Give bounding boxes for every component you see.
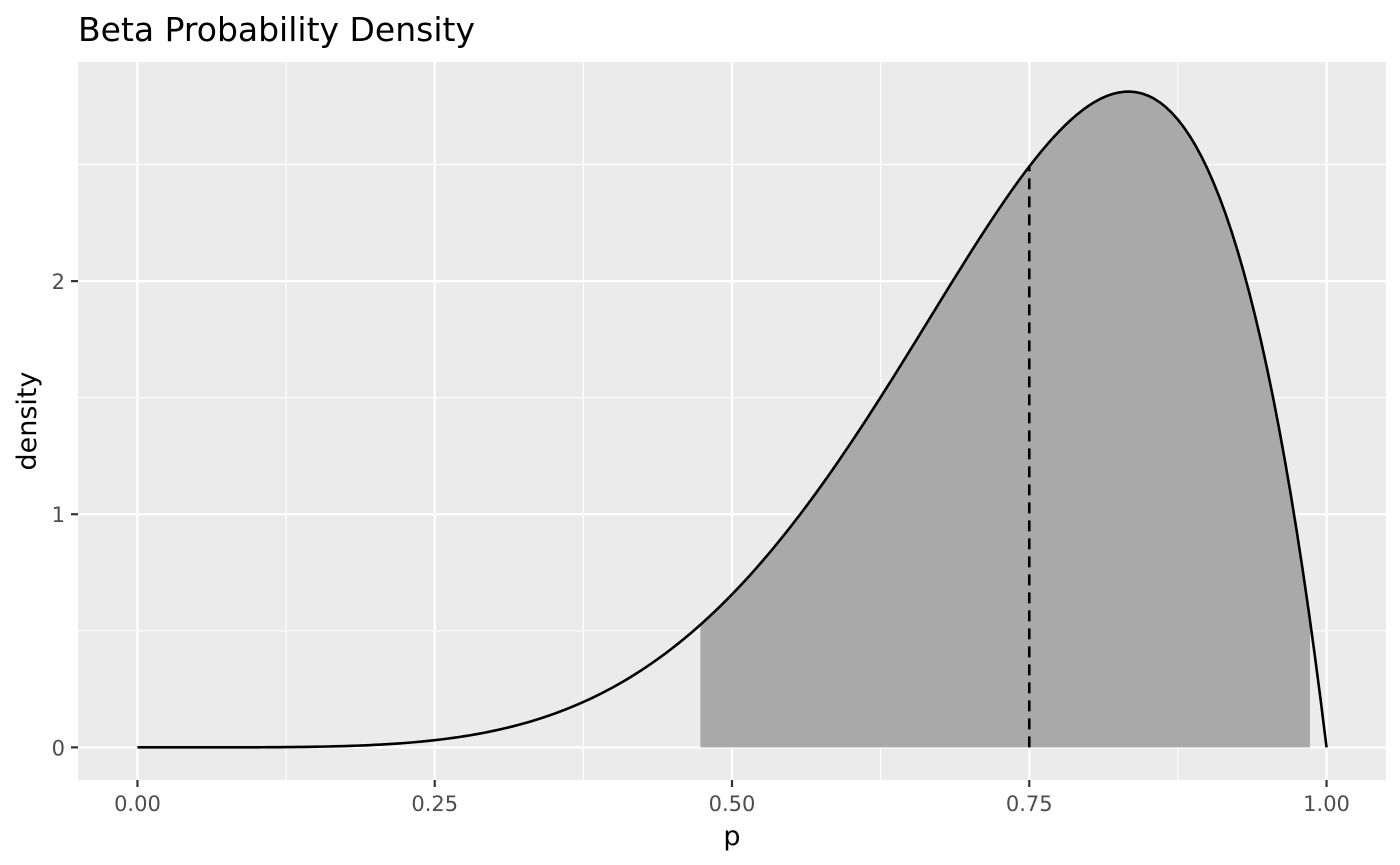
x-tick-label: 0.50 <box>709 792 756 816</box>
x-tick-label: 1.00 <box>1303 792 1350 816</box>
x-axis: 0.00 0.25 0.50 0.75 1.00 <box>114 780 1350 816</box>
x-axis-title: p <box>723 821 740 852</box>
x-tick-label: 0.00 <box>114 792 161 816</box>
y-tick-label: 1 <box>52 503 65 527</box>
y-tick-label: 0 <box>52 736 65 760</box>
chart-title: Beta Probability Density <box>78 10 475 49</box>
shaded-interval-area <box>700 91 1311 748</box>
curve-layer <box>137 90 1328 749</box>
x-tick-label: 0.25 <box>411 792 458 816</box>
y-axis-title: density <box>12 371 43 470</box>
density-curve <box>137 90 1328 749</box>
x-tick-label: 0.75 <box>1006 792 1053 816</box>
y-axis: 0 1 2 <box>52 270 78 760</box>
y-tick-label: 2 <box>52 270 65 294</box>
shade-layer <box>700 91 1311 748</box>
